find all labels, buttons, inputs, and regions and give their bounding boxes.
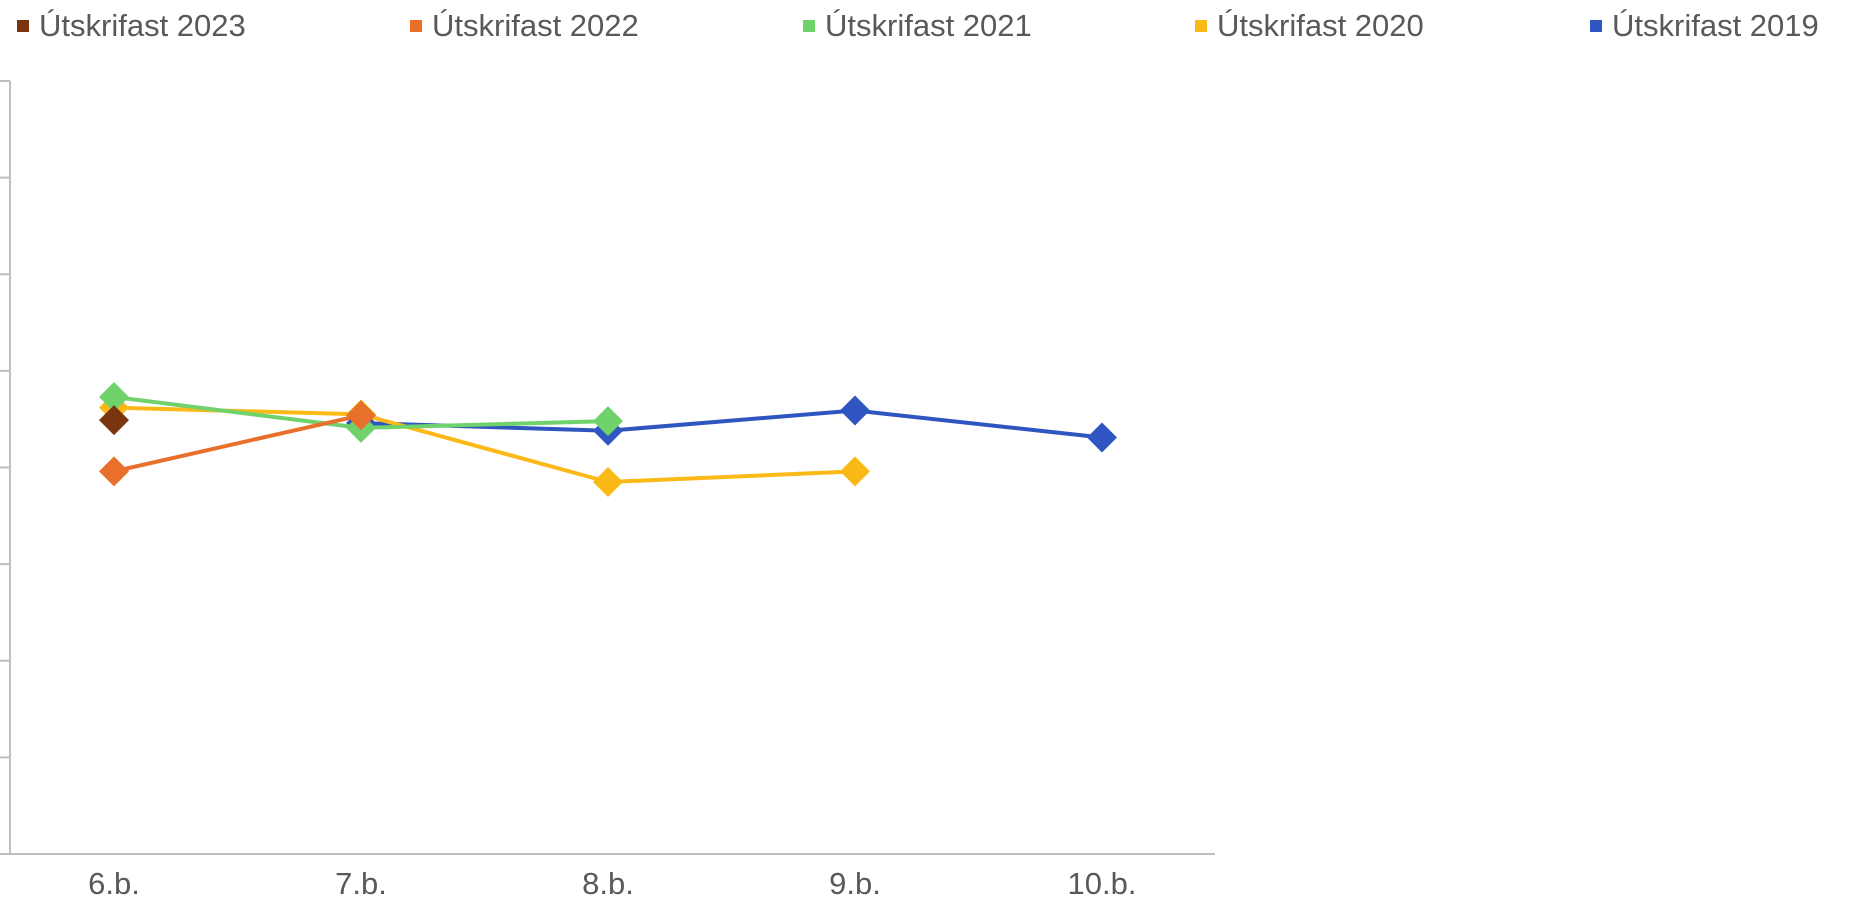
marker — [1087, 422, 1117, 453]
marker — [840, 456, 870, 487]
legend-label: Útskrifast 2022 — [432, 8, 639, 43]
marker — [593, 406, 623, 437]
legend-swatch — [803, 20, 815, 32]
marker — [99, 381, 129, 412]
legend-swatch — [1590, 20, 1602, 32]
legend-label: Útskrifast 2021 — [825, 8, 1032, 43]
marker — [99, 405, 129, 436]
series-line — [360, 408, 1103, 440]
legend-label: Útskrifast 2020 — [1217, 8, 1424, 43]
legend-label: Útskrifast 2023 — [39, 8, 246, 43]
marker — [346, 400, 376, 431]
legend-swatch — [17, 20, 29, 32]
legend-swatch — [410, 20, 422, 32]
legend-swatch — [1195, 20, 1207, 32]
x-tick-label: 8.b. — [582, 866, 634, 901]
series-line — [113, 413, 362, 474]
x-tick-label: 6.b. — [88, 866, 140, 901]
marker — [593, 466, 623, 497]
x-tick-label: 10.b. — [1068, 866, 1137, 901]
x-tick-label: 9.b. — [829, 866, 881, 901]
marker — [840, 395, 870, 426]
legend-label: Útskrifast 2019 — [1612, 8, 1819, 43]
x-tick-label: 7.b. — [335, 866, 387, 901]
marker — [99, 456, 129, 487]
